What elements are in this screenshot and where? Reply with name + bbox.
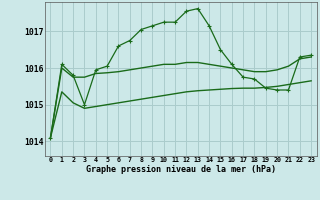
X-axis label: Graphe pression niveau de la mer (hPa): Graphe pression niveau de la mer (hPa): [86, 165, 276, 174]
